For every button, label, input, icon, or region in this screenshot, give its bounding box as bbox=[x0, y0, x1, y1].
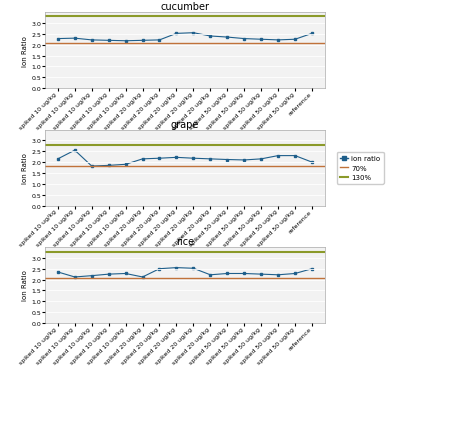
Y-axis label: Ion Ratio: Ion Ratio bbox=[22, 36, 28, 66]
Title: rice: rice bbox=[176, 237, 194, 247]
Title: cucumber: cucumber bbox=[161, 2, 209, 12]
Legend: ion ratio, 70%, 130%: ion ratio, 70%, 130% bbox=[336, 152, 384, 184]
Title: grape: grape bbox=[171, 119, 199, 129]
Y-axis label: Ion Ratio: Ion Ratio bbox=[22, 270, 28, 301]
Y-axis label: Ion Ratio: Ion Ratio bbox=[22, 153, 28, 184]
